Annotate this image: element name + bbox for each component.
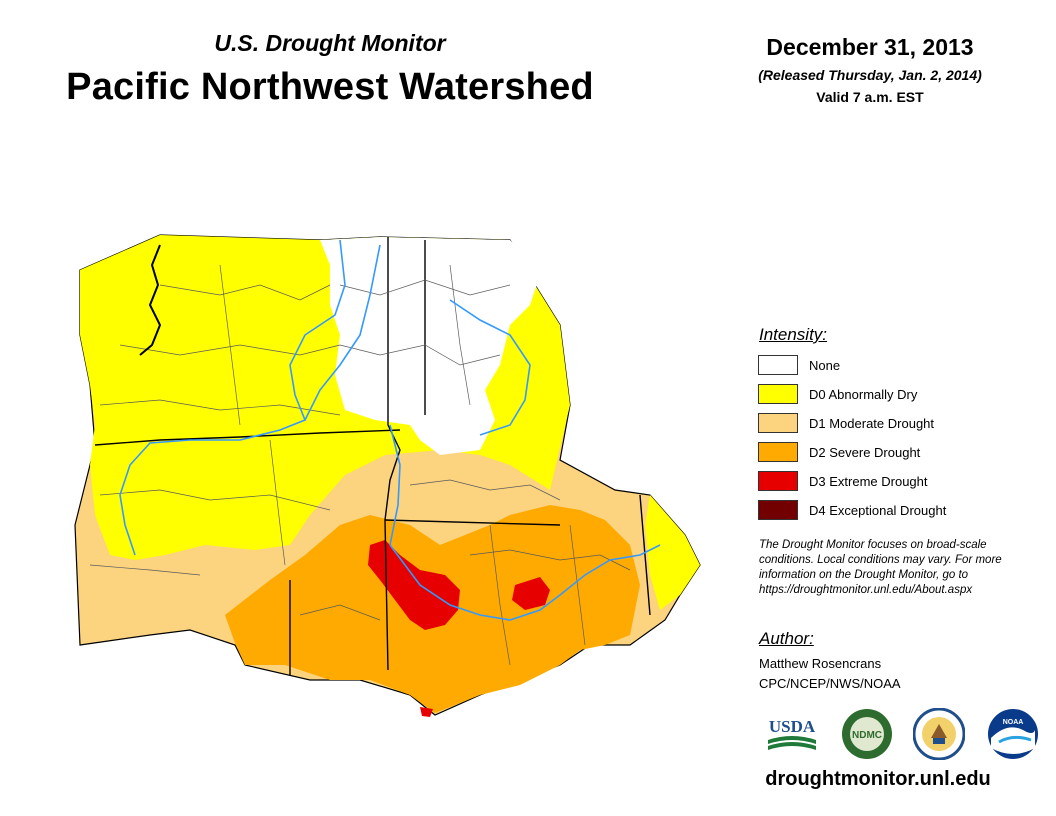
ndmc-logo-text: NDMC — [852, 730, 882, 741]
author-heading: Author: — [759, 629, 814, 648]
legend-label: D4 Exceptional Drought — [809, 502, 947, 518]
legend-item-d1: D1 Moderate Drought — [758, 412, 934, 434]
region-d0-east — [645, 495, 700, 610]
usda-logo-text: USDA — [769, 717, 816, 736]
rivers — [119, 239, 661, 621]
region-d3-extreme-south — [420, 707, 433, 717]
usda-logo[interactable]: USDA — [766, 708, 818, 760]
map-date: December 31, 2013 — [766, 34, 974, 60]
release-date: (Released Thursday, Jan. 2, 2014) — [758, 67, 982, 83]
map-subtitle: U.S. Drought Monitor — [214, 30, 446, 56]
legend-item-d4: D4 Exceptional Drought — [758, 499, 946, 521]
noaa-logo[interactable]: NOAA — [987, 708, 1039, 760]
legend-item-none: None — [758, 354, 840, 376]
commerce-seal-logo[interactable] — [913, 708, 965, 760]
legend-label: D3 Extreme Drought — [809, 473, 928, 489]
noaa-logo-text: NOAA — [1003, 719, 1024, 726]
legend-swatch — [758, 413, 798, 433]
state-boundaries — [94, 237, 651, 675]
legend-swatch — [758, 500, 798, 520]
ndmc-logo[interactable]: NDMC — [841, 708, 893, 760]
author-org: CPC/NCEP/NWS/NOAA — [759, 676, 901, 691]
region-d3-extreme — [368, 540, 460, 630]
legend-label: D1 Moderate Drought — [809, 415, 935, 431]
legend-label: None — [809, 357, 841, 373]
region-d3-extreme-east — [512, 577, 550, 610]
legend-swatch — [758, 471, 798, 491]
legend-swatch — [758, 384, 798, 404]
disclaimer-note: The Drought Monitor focuses on broad-sca… — [759, 539, 1002, 596]
author-name: Matthew Rosencrans — [759, 656, 882, 671]
legend-label: D0 Abnormally Dry — [809, 386, 918, 402]
legend-title: Intensity: — [759, 325, 828, 344]
legend-item-d0: D0 Abnormally Dry — [758, 383, 917, 405]
valid-time: Valid 7 a.m. EST — [816, 89, 924, 105]
legend-item-d2: D2 Severe Drought — [758, 441, 920, 463]
map-title: Pacific Northwest Watershed — [66, 66, 594, 108]
legend-item-d3: D3 Extreme Drought — [758, 470, 928, 492]
website-link[interactable]: droughtmonitor.unl.edu — [765, 768, 991, 790]
puget-sound — [139, 244, 162, 356]
legend-swatch — [758, 442, 798, 462]
legend-swatch — [758, 355, 798, 375]
drought-map — [74, 234, 701, 717]
legend-label: D2 Severe Drought — [809, 444, 921, 460]
